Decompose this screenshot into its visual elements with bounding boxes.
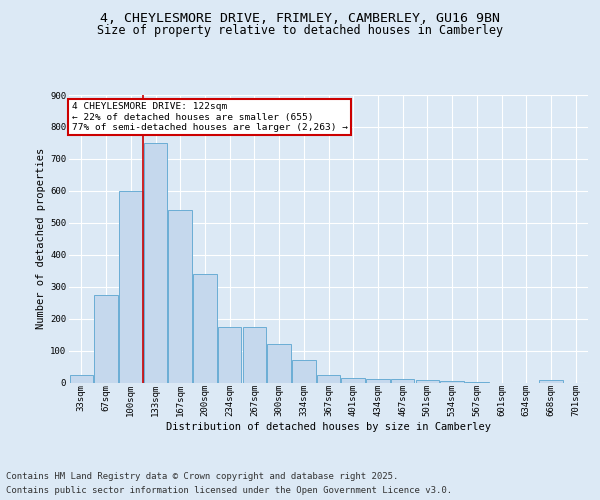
X-axis label: Distribution of detached houses by size in Camberley: Distribution of detached houses by size …: [166, 422, 491, 432]
Text: 4 CHEYLESMORE DRIVE: 122sqm
← 22% of detached houses are smaller (655)
77% of se: 4 CHEYLESMORE DRIVE: 122sqm ← 22% of det…: [71, 102, 347, 132]
Bar: [70, 374, 93, 382]
Bar: [119, 191, 143, 382]
Bar: [317, 374, 340, 382]
Bar: [169, 210, 192, 382]
Text: Size of property relative to detached houses in Camberley: Size of property relative to detached ho…: [97, 24, 503, 37]
Bar: [193, 274, 217, 382]
Bar: [268, 344, 291, 383]
Text: 4, CHEYLESMORE DRIVE, FRIMLEY, CAMBERLEY, GU16 9BN: 4, CHEYLESMORE DRIVE, FRIMLEY, CAMBERLEY…: [100, 12, 500, 26]
Y-axis label: Number of detached properties: Number of detached properties: [36, 148, 46, 330]
Bar: [366, 380, 389, 382]
Bar: [539, 380, 563, 382]
Text: Contains HM Land Registry data © Crown copyright and database right 2025.: Contains HM Land Registry data © Crown c…: [6, 472, 398, 481]
Bar: [94, 294, 118, 382]
Bar: [242, 326, 266, 382]
Bar: [416, 380, 439, 382]
Bar: [144, 143, 167, 382]
Bar: [218, 326, 241, 382]
Bar: [440, 381, 464, 382]
Bar: [341, 378, 365, 382]
Bar: [292, 360, 316, 382]
Bar: [391, 378, 415, 382]
Text: Contains public sector information licensed under the Open Government Licence v3: Contains public sector information licen…: [6, 486, 452, 495]
